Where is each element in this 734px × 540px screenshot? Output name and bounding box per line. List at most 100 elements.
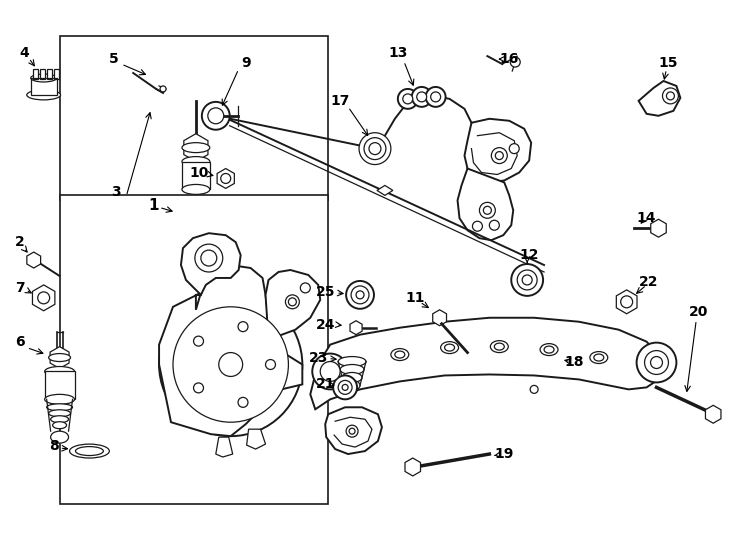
Text: 24: 24	[316, 318, 335, 332]
Circle shape	[663, 88, 678, 104]
Bar	[31, 78, 57, 95]
Polygon shape	[216, 437, 233, 457]
Circle shape	[621, 296, 633, 308]
Ellipse shape	[48, 354, 70, 361]
Ellipse shape	[340, 364, 364, 374]
Text: 3: 3	[112, 185, 121, 199]
Circle shape	[512, 264, 543, 296]
Ellipse shape	[70, 444, 109, 458]
Text: 25: 25	[316, 285, 335, 299]
Circle shape	[37, 292, 50, 304]
Text: 10: 10	[189, 165, 208, 179]
Circle shape	[288, 298, 297, 306]
Circle shape	[426, 87, 446, 107]
Circle shape	[194, 383, 203, 393]
Polygon shape	[377, 185, 393, 195]
Circle shape	[266, 360, 275, 369]
Text: 17: 17	[330, 94, 350, 108]
Ellipse shape	[76, 447, 103, 456]
Circle shape	[160, 86, 166, 92]
Ellipse shape	[540, 343, 558, 355]
Circle shape	[364, 138, 386, 160]
Bar	[54, 69, 59, 79]
Circle shape	[530, 386, 538, 393]
Circle shape	[238, 322, 248, 332]
Text: 2: 2	[15, 235, 25, 249]
Circle shape	[403, 94, 413, 104]
Bar	[182, 161, 210, 190]
Circle shape	[346, 281, 374, 309]
Circle shape	[333, 375, 357, 400]
Ellipse shape	[440, 342, 459, 354]
Bar	[33, 69, 37, 79]
Bar	[45, 372, 75, 400]
Circle shape	[194, 336, 203, 346]
Text: 14: 14	[637, 211, 656, 225]
Circle shape	[300, 283, 310, 293]
Circle shape	[431, 92, 440, 102]
Polygon shape	[266, 270, 320, 340]
Text: 18: 18	[564, 355, 584, 368]
Ellipse shape	[344, 380, 360, 390]
Circle shape	[644, 350, 669, 374]
Bar	[47, 69, 51, 79]
Text: 7: 7	[15, 281, 25, 295]
Text: 8: 8	[48, 439, 59, 453]
Polygon shape	[247, 429, 266, 449]
Ellipse shape	[342, 373, 362, 382]
Circle shape	[491, 147, 507, 164]
Circle shape	[490, 220, 499, 230]
Circle shape	[219, 353, 243, 376]
Circle shape	[351, 286, 369, 304]
Polygon shape	[159, 265, 302, 436]
Polygon shape	[465, 119, 531, 183]
Circle shape	[479, 202, 495, 218]
Circle shape	[417, 92, 426, 102]
Ellipse shape	[182, 143, 210, 153]
Circle shape	[173, 307, 288, 422]
Ellipse shape	[47, 404, 73, 411]
Circle shape	[208, 108, 224, 124]
Ellipse shape	[590, 352, 608, 363]
Circle shape	[201, 250, 217, 266]
Circle shape	[510, 57, 520, 67]
Text: 6: 6	[15, 335, 25, 349]
Ellipse shape	[53, 422, 67, 429]
Ellipse shape	[391, 349, 409, 361]
Circle shape	[238, 397, 248, 407]
Polygon shape	[457, 168, 513, 240]
Circle shape	[369, 143, 381, 154]
Ellipse shape	[338, 356, 366, 367]
Circle shape	[666, 92, 675, 100]
Text: 20: 20	[688, 305, 708, 319]
Ellipse shape	[31, 74, 57, 82]
Text: 1: 1	[148, 198, 159, 213]
Circle shape	[221, 173, 230, 184]
Text: 11: 11	[405, 291, 424, 305]
Circle shape	[509, 144, 519, 153]
Circle shape	[522, 275, 532, 285]
Text: 16: 16	[500, 52, 519, 66]
Ellipse shape	[26, 90, 61, 100]
Text: 22: 22	[639, 275, 658, 289]
Circle shape	[342, 384, 348, 390]
Ellipse shape	[594, 354, 604, 361]
Ellipse shape	[490, 341, 508, 353]
Bar	[59, 195, 328, 504]
Text: 21: 21	[316, 377, 335, 392]
Ellipse shape	[182, 157, 210, 166]
Circle shape	[159, 293, 302, 436]
Ellipse shape	[45, 367, 75, 376]
Circle shape	[349, 428, 355, 434]
Circle shape	[495, 152, 504, 160]
Circle shape	[320, 361, 340, 381]
Text: 12: 12	[520, 248, 539, 262]
Text: 23: 23	[308, 350, 328, 365]
Ellipse shape	[45, 394, 75, 404]
Ellipse shape	[494, 343, 504, 350]
Ellipse shape	[445, 344, 454, 351]
Text: 5: 5	[109, 52, 118, 66]
Text: 19: 19	[495, 447, 514, 461]
Text: 9: 9	[241, 56, 250, 70]
Ellipse shape	[51, 431, 68, 443]
